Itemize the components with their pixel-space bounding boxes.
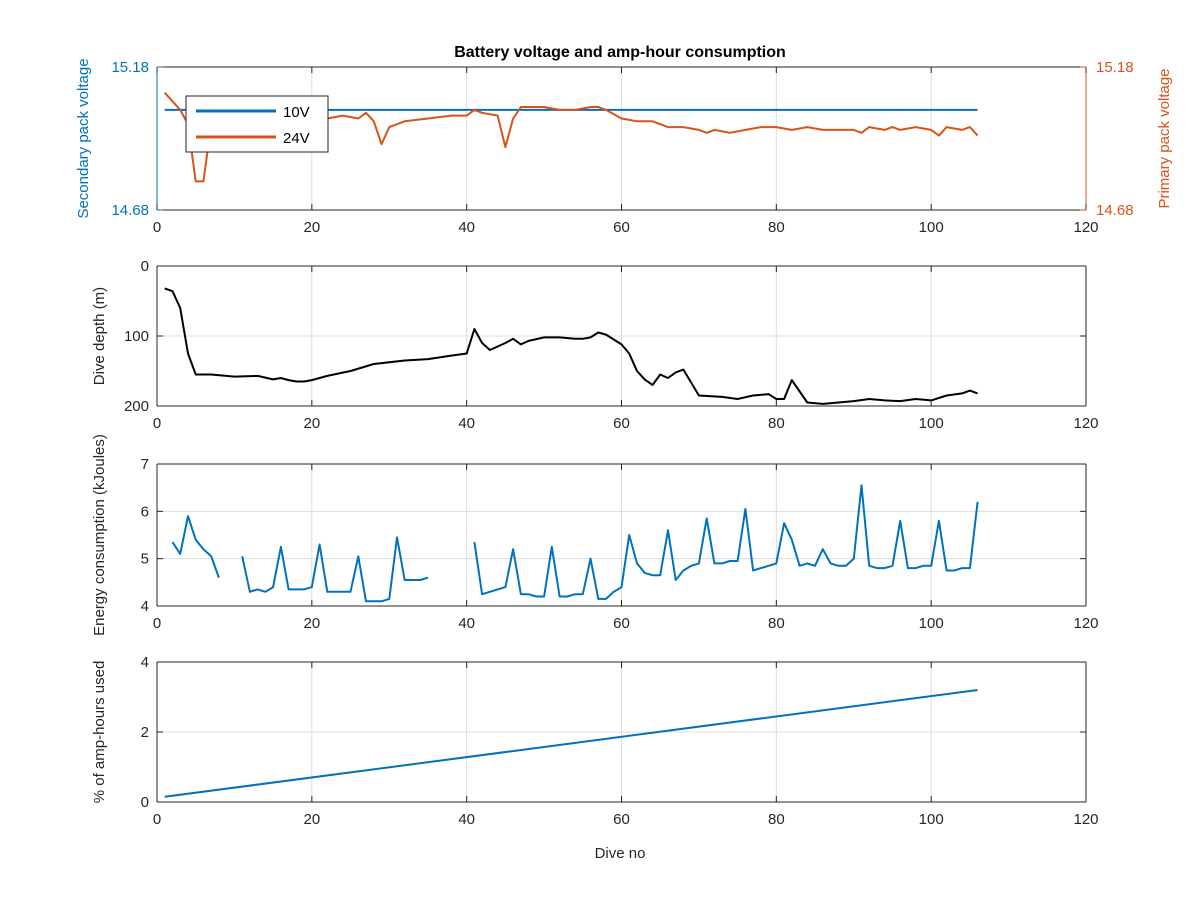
y-tick-label: 15.18 bbox=[111, 59, 149, 76]
subplot-2: 0 20 40 60 80 100 120 0 100 200 Dive depth (m) bbox=[91, 258, 1099, 432]
subplot-3: 0 20 40 60 80 100 120 4 5 6 7 Energy consumption (k… bbox=[91, 434, 1099, 636]
y-tick-label: 200 bbox=[124, 398, 149, 415]
x-tick-label: 20 bbox=[303, 415, 320, 432]
x-tick-label: 40 bbox=[458, 415, 475, 432]
subplot-4: 0 20 40 60 80 100 120 0 2 4 % of amp-hours used bbox=[91, 654, 1099, 828]
figure-title: Battery voltage and amp-hour consumption bbox=[454, 44, 786, 61]
y-tick-label: 6 bbox=[141, 503, 149, 520]
y-tick-label: 14.68 bbox=[111, 202, 149, 219]
y-tick-label: 0 bbox=[141, 258, 149, 275]
y-tick-label: 4 bbox=[141, 654, 149, 671]
x-tick-label: 20 bbox=[303, 219, 320, 236]
y-tick-label: 100 bbox=[124, 328, 149, 345]
series-group bbox=[164, 689, 978, 798]
x-tick-label: 120 bbox=[1073, 219, 1098, 236]
series-line-1-segment-2 bbox=[241, 536, 429, 603]
y-axis-label: Energy consumption (kJoules) bbox=[91, 434, 108, 636]
legend-label-24v: 24V bbox=[283, 130, 310, 147]
legend-box bbox=[185, 95, 329, 153]
x-tick-label: 100 bbox=[919, 811, 944, 828]
legend: 10V 24V bbox=[185, 95, 329, 153]
x-tick-label: 40 bbox=[458, 811, 475, 828]
series-line-1 bbox=[164, 689, 978, 798]
x-tick-label: 0 bbox=[153, 811, 161, 828]
y-tick-label: 0 bbox=[141, 794, 149, 811]
x-tick-label: 100 bbox=[919, 615, 944, 632]
x-tick-label: 60 bbox=[613, 219, 630, 236]
series-group bbox=[171, 484, 979, 603]
x-tick-label: 20 bbox=[303, 811, 320, 828]
y-tick-label: 2 bbox=[141, 724, 149, 741]
x-tick-label: 0 bbox=[153, 415, 161, 432]
y-axis-label-right: Primary pack voltage bbox=[1156, 68, 1173, 208]
y-tick-label: 5 bbox=[141, 551, 149, 568]
x-tick-label: 40 bbox=[458, 219, 475, 236]
y-tick-label: 4 bbox=[141, 598, 149, 615]
x-tick-label: 120 bbox=[1073, 615, 1098, 632]
x-tick-label: 60 bbox=[613, 811, 630, 828]
series-line-1-segment-1 bbox=[171, 515, 220, 578]
x-tick-label: 80 bbox=[768, 219, 785, 236]
y-axis-label: Dive depth (m) bbox=[91, 287, 108, 385]
y-axis-label: % of amp-hours used bbox=[91, 661, 108, 804]
series-line-1 bbox=[164, 287, 978, 405]
y-tick-label-right: 14.68 bbox=[1096, 202, 1134, 219]
subplots: 0 20 40 60 80 100 12014.6815.1814.6815.18Prima… bbox=[75, 58, 1173, 828]
subplot-1: 0 20 40 60 80 100 12014.6815.1814.6815.18Prima… bbox=[75, 58, 1173, 236]
x-tick-label: 40 bbox=[458, 615, 475, 632]
x-axis-label: Dive no bbox=[595, 845, 646, 862]
x-tick-label: 120 bbox=[1073, 415, 1098, 432]
x-tick-label: 60 bbox=[613, 415, 630, 432]
x-tick-label: 100 bbox=[919, 219, 944, 236]
x-tick-label: 20 bbox=[303, 615, 320, 632]
y-tick-label-right: 15.18 bbox=[1096, 59, 1134, 76]
x-tick-label: 120 bbox=[1073, 811, 1098, 828]
x-tick-label: 80 bbox=[768, 811, 785, 828]
x-tick-label: 60 bbox=[613, 615, 630, 632]
legend-label-10v: 10V bbox=[283, 104, 310, 121]
x-tick-label: 80 bbox=[768, 415, 785, 432]
y-tick-label: 7 bbox=[141, 456, 149, 473]
x-tick-label: 80 bbox=[768, 615, 785, 632]
series-line-1-segment-3 bbox=[473, 484, 979, 600]
x-tick-label: 100 bbox=[919, 415, 944, 432]
x-tick-label: 0 bbox=[153, 219, 161, 236]
series-group bbox=[164, 287, 978, 405]
y-axis-label: Secondary pack voltage bbox=[75, 58, 92, 218]
x-tick-label: 0 bbox=[153, 615, 161, 632]
